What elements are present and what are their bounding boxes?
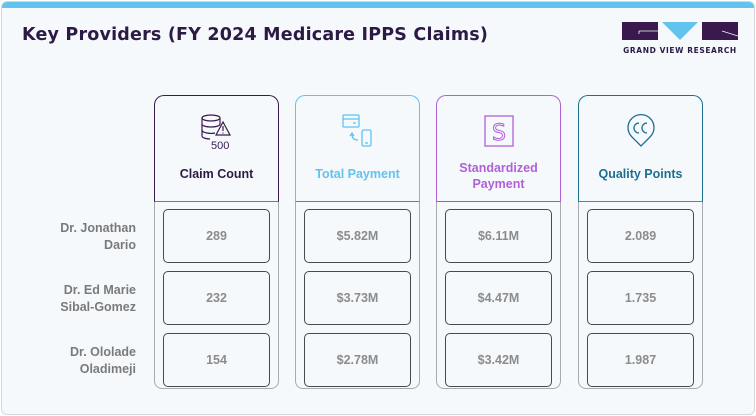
column-header: Total Payment — [295, 95, 420, 202]
card-to-phone-payment-icon — [342, 114, 372, 147]
value-cell: 1.735 — [587, 271, 694, 325]
logo-mark-icon — [622, 22, 738, 40]
value-cell: $4.47M — [445, 271, 552, 325]
provider-name-line: Sibal-Gomez — [60, 300, 136, 314]
provider-name-line: Oladimeji — [79, 362, 136, 376]
provider-name-line: Dr. Ed Marie — [63, 283, 136, 297]
value-cell: $2.78M — [304, 333, 411, 387]
value-cell: 2.089 — [587, 209, 694, 263]
column-body: $5.82M $3.73M $2.78M — [295, 202, 420, 389]
svg-text:500: 500 — [211, 140, 229, 152]
column-header: S Standardized Payment — [436, 95, 561, 202]
column-body: 289 232 154 — [154, 202, 279, 389]
column-body: $6.11M $4.47M $3.42M — [436, 202, 561, 389]
value-cell: 154 — [163, 333, 270, 387]
cc-location-pin-icon — [627, 114, 655, 147]
column-label: Total Payment — [315, 167, 400, 181]
value-cell: $3.42M — [445, 333, 552, 387]
dollar-s-box-icon: S — [484, 115, 514, 147]
value-cell: 232 — [163, 271, 270, 325]
column-header: 500 Claim Count — [154, 95, 279, 202]
column-label: Claim Count — [179, 167, 254, 181]
top-accent-bar — [2, 2, 754, 8]
provider-name-line: Dr. Ololade — [70, 345, 136, 359]
database-warning-500-icon: 500 — [201, 114, 232, 152]
grand-view-research-logo: GRAND VIEW RESEARCH — [622, 22, 738, 62]
provider-name-line: Dario — [104, 238, 136, 252]
logo-text: GRAND VIEW RESEARCH — [623, 46, 737, 55]
page-title: Key Providers (FY 2024 Medicare IPPS Cla… — [22, 25, 489, 45]
value-cell: 1.987 — [587, 333, 694, 387]
value-cell: $6.11M — [445, 209, 552, 263]
provider-label: Dr. Jonathan Dario — [22, 220, 136, 254]
column-label: Quality Points — [598, 167, 683, 181]
value-cell: 289 — [163, 209, 270, 263]
value-cell: $3.73M — [304, 271, 411, 325]
column-body: 2.089 1.735 1.987 — [578, 202, 703, 389]
svg-text:S: S — [492, 121, 506, 146]
provider-name-line: Dr. Jonathan — [60, 221, 136, 235]
provider-label: Dr. Ed Marie Sibal-Gomez — [22, 282, 136, 316]
value-cell: $5.82M — [304, 209, 411, 263]
provider-label: Dr. Ololade Oladimeji — [22, 344, 136, 378]
column-header: Quality Points — [578, 95, 703, 202]
column-label: Standardized Payment — [459, 161, 538, 191]
